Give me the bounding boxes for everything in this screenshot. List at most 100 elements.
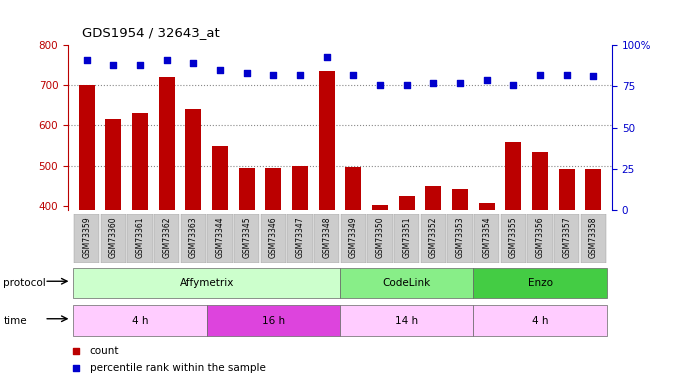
Bar [265,168,282,210]
Bar [505,142,522,210]
FancyBboxPatch shape [73,268,340,298]
Text: GDS1954 / 32643_at: GDS1954 / 32643_at [82,26,220,39]
Text: GSM73349: GSM73349 [349,216,358,258]
Bar [158,77,175,210]
Bar [132,113,148,210]
Text: GSM73362: GSM73362 [162,216,171,258]
Point [534,72,545,78]
Point [135,62,146,68]
Text: GSM73348: GSM73348 [322,216,331,258]
FancyBboxPatch shape [473,305,607,336]
Bar [212,146,228,210]
FancyBboxPatch shape [74,214,99,262]
Text: GSM73345: GSM73345 [242,216,251,258]
Text: CodeLink: CodeLink [383,278,431,288]
Bar [479,203,494,210]
Point [188,60,199,66]
Text: protocol: protocol [3,278,46,288]
FancyBboxPatch shape [207,214,233,262]
Text: GSM73359: GSM73359 [82,216,91,258]
Text: 4 h: 4 h [532,316,548,326]
Text: 14 h: 14 h [395,316,418,326]
Point [375,82,386,88]
FancyBboxPatch shape [473,268,607,298]
Text: GSM73353: GSM73353 [456,216,464,258]
Text: 4 h: 4 h [132,316,148,326]
FancyBboxPatch shape [447,214,473,262]
FancyBboxPatch shape [314,214,339,262]
Point [215,67,226,73]
FancyBboxPatch shape [394,214,420,262]
Bar [452,189,468,210]
Text: GSM73360: GSM73360 [109,216,118,258]
Point [348,72,359,78]
FancyBboxPatch shape [287,214,313,262]
Text: GSM73363: GSM73363 [189,216,198,258]
Point [161,57,172,63]
Point [454,80,465,86]
FancyBboxPatch shape [367,214,393,262]
Text: GSM73351: GSM73351 [402,216,411,258]
FancyBboxPatch shape [234,214,260,262]
Point [481,76,492,82]
FancyBboxPatch shape [101,214,126,262]
FancyBboxPatch shape [474,214,500,262]
Text: GSM73352: GSM73352 [429,216,438,258]
Point [268,72,279,78]
Bar [319,71,335,210]
Point [241,70,252,76]
Point [321,54,332,60]
FancyBboxPatch shape [127,214,153,262]
Bar [292,166,308,210]
Point [588,74,599,80]
FancyBboxPatch shape [420,214,446,262]
Point [401,82,412,88]
Bar [345,167,361,210]
Text: GSM73356: GSM73356 [536,216,545,258]
Text: GSM73347: GSM73347 [296,216,305,258]
Text: count: count [90,346,119,356]
Text: percentile rank within the sample: percentile rank within the sample [90,363,266,373]
FancyBboxPatch shape [207,305,340,336]
Point [71,348,82,354]
Bar [239,168,255,210]
FancyBboxPatch shape [260,214,286,262]
Bar [559,168,575,210]
Point [294,72,305,78]
FancyBboxPatch shape [527,214,553,262]
Bar [105,120,121,210]
Bar [186,110,201,210]
Bar [425,186,441,210]
FancyBboxPatch shape [154,214,180,262]
Text: GSM73350: GSM73350 [375,216,384,258]
FancyBboxPatch shape [340,268,473,298]
FancyBboxPatch shape [340,305,473,336]
Bar [585,169,601,210]
FancyBboxPatch shape [554,214,579,262]
Bar [532,153,548,210]
Point [561,72,572,78]
Bar [398,196,415,210]
Text: GSM73354: GSM73354 [482,216,491,258]
Bar [372,205,388,210]
Text: GSM73358: GSM73358 [589,216,598,258]
FancyBboxPatch shape [500,214,526,262]
Bar [79,85,95,210]
Text: GSM73357: GSM73357 [562,216,571,258]
FancyBboxPatch shape [180,214,206,262]
Point [508,82,519,88]
FancyBboxPatch shape [581,214,606,262]
Point [81,57,92,63]
Text: GSM73346: GSM73346 [269,216,278,258]
Text: 16 h: 16 h [262,316,285,326]
Text: Affymetrix: Affymetrix [180,278,234,288]
Point [108,62,119,68]
Point [71,364,82,370]
FancyBboxPatch shape [73,305,207,336]
Point [428,80,439,86]
Text: GSM73344: GSM73344 [216,216,224,258]
Text: GSM73355: GSM73355 [509,216,518,258]
Text: GSM73361: GSM73361 [135,216,144,258]
Text: Enzo: Enzo [528,278,553,288]
Text: time: time [3,316,27,326]
